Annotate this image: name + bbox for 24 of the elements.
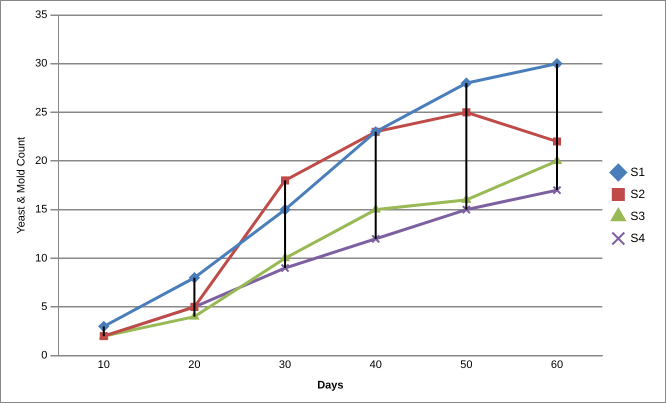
- point: [552, 186, 562, 195]
- legend-label: S4: [630, 230, 646, 245]
- y-tick-label: 15: [35, 204, 48, 216]
- legend-label: S1: [630, 164, 646, 179]
- point: [371, 234, 380, 244]
- legend-label: S3: [630, 208, 646, 223]
- y-tick-label: 30: [35, 58, 48, 70]
- x-tick-label: 20: [188, 359, 201, 372]
- point: [280, 263, 290, 273]
- y-tick-label: 10: [35, 252, 48, 264]
- x-tick-label: 60: [550, 359, 564, 372]
- y-tick-label: 0: [41, 350, 48, 362]
- y-tick-label: 25: [35, 106, 48, 118]
- y-tick-label: 5: [41, 300, 48, 313]
- x-tick-label: 10: [98, 359, 110, 372]
- point: [462, 205, 471, 214]
- x-tick-label: 40: [370, 359, 382, 372]
- y-tick-label: 35: [35, 9, 48, 22]
- y-axis-title: Yeast & Mold Count: [16, 136, 28, 234]
- x-tick-label: 50: [460, 359, 472, 372]
- y-tick-label: 20: [35, 155, 48, 168]
- x-axis-title: Days: [317, 379, 344, 392]
- x-tick-label: 30: [278, 359, 292, 372]
- legend-label: S2: [630, 186, 646, 201]
